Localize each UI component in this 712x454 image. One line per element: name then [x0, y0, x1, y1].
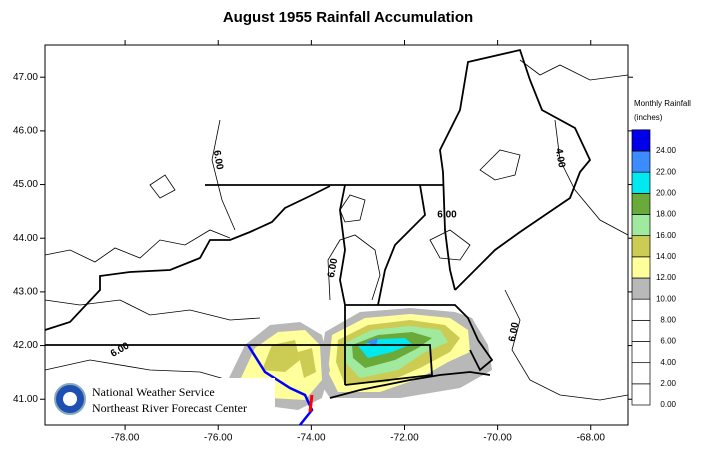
legend-swatch: [631, 150, 651, 173]
contour-line: [504, 289, 629, 401]
y-tick-label: 41.00: [13, 394, 38, 405]
legend-label: 14.00: [656, 252, 677, 261]
legend-label: 20.00: [656, 188, 677, 197]
legend-swatch: [631, 129, 651, 152]
border: [339, 184, 346, 385]
legend-label: 16.00: [656, 231, 677, 240]
legend-label: 4.00: [660, 358, 676, 367]
x-tick-label: -74.00: [297, 433, 326, 444]
legend-swatch: [631, 362, 651, 385]
contour-line: [339, 194, 366, 223]
x-tick-label: -68.00: [577, 433, 606, 444]
legend-swatch: [631, 171, 651, 194]
contour-line: [44, 359, 229, 381]
contour-line: [327, 234, 381, 301]
border: [329, 371, 491, 399]
logo-box: [50, 378, 275, 420]
y-tick-label: 42.00: [13, 340, 38, 351]
border: [439, 48, 592, 291]
contour-line: [554, 119, 629, 236]
title: August 1955 Rainfall Accumulation: [223, 9, 473, 26]
legend-title: Monthly Rainfall: [634, 99, 691, 108]
legend-swatch: [631, 319, 651, 342]
y-tick-label: 45.00: [13, 179, 38, 190]
contour-fill: [262, 340, 300, 372]
contour-line: [519, 59, 629, 81]
legend-swatch: [631, 256, 651, 279]
contour-line: [44, 299, 261, 321]
contour-line: [429, 229, 471, 261]
legend-label: 18.00: [656, 210, 677, 219]
contour-label: 6.00: [326, 257, 340, 279]
contour-label: 6.00: [507, 321, 521, 343]
legend-swatch: [631, 192, 651, 215]
legend-swatch: [631, 235, 651, 258]
legend-swatch: [631, 383, 651, 406]
legend-swatch: [631, 277, 651, 300]
legend-swatch: [631, 341, 651, 364]
river-mouth: [308, 394, 314, 413]
legend-label: 6.00: [660, 337, 676, 346]
contour-line: [479, 149, 521, 181]
contour-line: [44, 229, 231, 263]
contour-fill: [366, 338, 378, 346]
y-tick-label: 47.00: [13, 72, 38, 83]
y-tick-label: 43.00: [13, 287, 38, 298]
river: [246, 344, 314, 426]
border: [442, 171, 456, 291]
contour-label: 6.00: [437, 210, 457, 221]
legend-label: 8.00: [660, 315, 676, 324]
border: [377, 184, 426, 306]
y-tick-label: 44.00: [13, 233, 38, 244]
contour-label: 6.00: [211, 149, 225, 171]
legend-label: 12.00: [656, 273, 677, 282]
contour-label: 4.00: [553, 147, 567, 169]
x-tick-label: -70.00: [483, 433, 512, 444]
contour-line: [211, 119, 236, 231]
contour-fill: [298, 348, 316, 378]
logo-text: Northeast River Forecast Center: [92, 401, 247, 415]
legend-label: 10.00: [656, 294, 677, 303]
contour-line: [149, 174, 176, 199]
border: [345, 304, 494, 372]
border: [344, 344, 433, 386]
contour-lines: [44, 59, 629, 401]
y-tick-label: 46.00: [13, 126, 38, 137]
state-borders: [44, 48, 592, 399]
x-tick-label: -78.00: [111, 433, 140, 444]
border: [44, 185, 331, 331]
x-tick-label: -72.00: [390, 433, 419, 444]
noaa-emblem-inner: [63, 392, 77, 406]
legend-label: 2.00: [660, 379, 676, 388]
legend-label: 22.00: [656, 167, 677, 176]
x-tick-label: -76.00: [204, 433, 233, 444]
legend-swatch: [631, 214, 651, 237]
logo: National Weather Service Northeast River…: [50, 378, 275, 420]
logo-text: National Weather Service: [92, 385, 215, 399]
legend-swatch: [631, 298, 651, 321]
legend-label: 0.00: [660, 400, 676, 409]
legend-label: 24.00: [656, 146, 677, 155]
legend-subtitle: (inches): [634, 113, 663, 122]
